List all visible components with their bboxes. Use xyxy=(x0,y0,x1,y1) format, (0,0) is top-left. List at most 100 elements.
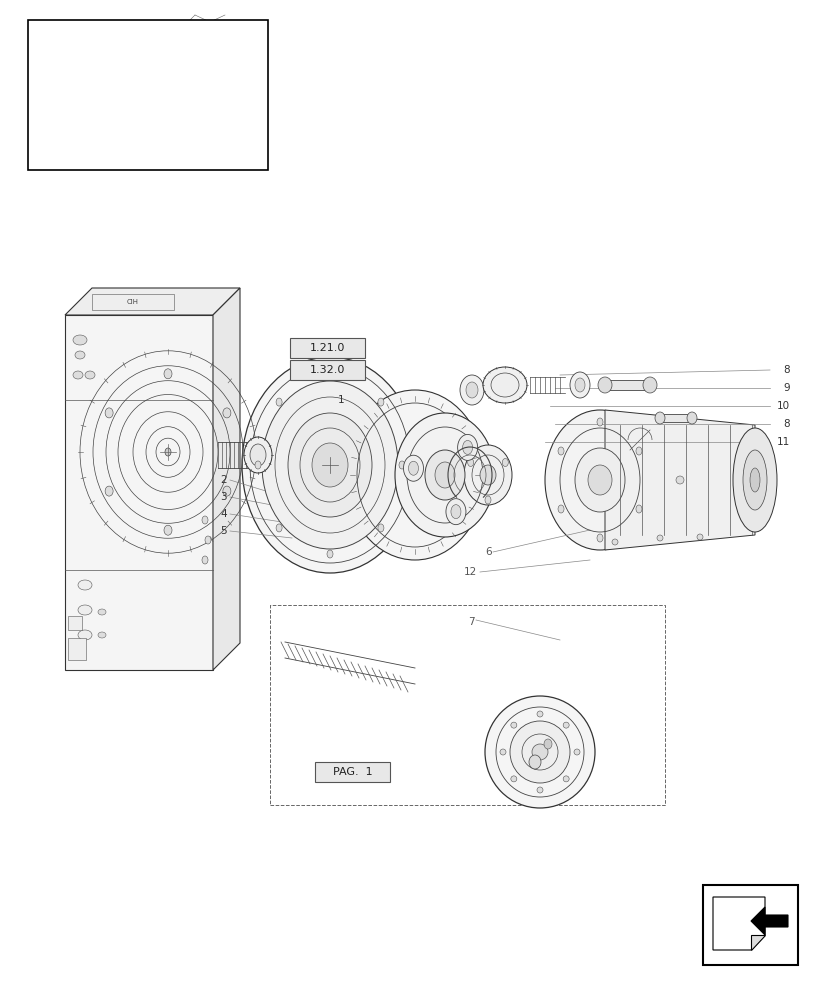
Ellipse shape xyxy=(732,428,776,532)
Ellipse shape xyxy=(611,539,617,545)
Text: PAG.  1: PAG. 1 xyxy=(332,767,372,777)
Ellipse shape xyxy=(537,787,543,793)
Ellipse shape xyxy=(675,476,683,484)
Polygon shape xyxy=(213,288,240,670)
Ellipse shape xyxy=(574,448,624,512)
Ellipse shape xyxy=(202,516,208,524)
Polygon shape xyxy=(140,42,200,152)
Ellipse shape xyxy=(446,499,466,525)
Ellipse shape xyxy=(73,371,83,379)
Ellipse shape xyxy=(62,157,68,163)
Text: 8: 8 xyxy=(782,419,789,429)
Ellipse shape xyxy=(643,377,656,393)
Ellipse shape xyxy=(78,630,92,640)
Ellipse shape xyxy=(377,398,384,406)
Ellipse shape xyxy=(75,351,85,359)
Ellipse shape xyxy=(635,447,641,455)
Bar xyxy=(314,762,390,782)
Ellipse shape xyxy=(587,465,611,495)
Ellipse shape xyxy=(467,458,473,466)
Ellipse shape xyxy=(49,47,61,57)
Ellipse shape xyxy=(596,418,602,426)
Ellipse shape xyxy=(537,711,543,717)
Ellipse shape xyxy=(562,722,568,728)
Bar xyxy=(289,360,365,380)
Ellipse shape xyxy=(399,461,404,469)
Ellipse shape xyxy=(345,390,485,560)
Ellipse shape xyxy=(244,437,272,473)
Ellipse shape xyxy=(408,461,418,475)
Ellipse shape xyxy=(656,535,662,541)
Ellipse shape xyxy=(312,443,347,487)
Bar xyxy=(195,92,242,105)
Text: 6: 6 xyxy=(485,547,491,557)
Ellipse shape xyxy=(70,46,80,54)
Ellipse shape xyxy=(509,721,569,783)
Ellipse shape xyxy=(78,580,92,590)
Ellipse shape xyxy=(222,486,231,496)
Ellipse shape xyxy=(85,371,95,379)
Polygon shape xyxy=(65,288,240,315)
Ellipse shape xyxy=(45,151,55,159)
Ellipse shape xyxy=(327,550,332,558)
Ellipse shape xyxy=(275,398,282,406)
Ellipse shape xyxy=(241,357,418,573)
Ellipse shape xyxy=(462,440,472,454)
Ellipse shape xyxy=(275,524,282,532)
Ellipse shape xyxy=(485,496,490,504)
Ellipse shape xyxy=(377,524,384,532)
Bar xyxy=(605,380,649,390)
Bar xyxy=(28,20,268,170)
Ellipse shape xyxy=(596,534,602,542)
Ellipse shape xyxy=(98,609,106,615)
Bar xyxy=(92,294,174,310)
Ellipse shape xyxy=(569,372,590,398)
Text: 1: 1 xyxy=(337,395,344,405)
Ellipse shape xyxy=(255,461,261,469)
Ellipse shape xyxy=(532,744,547,760)
Bar xyxy=(659,414,691,422)
Ellipse shape xyxy=(327,372,332,380)
Ellipse shape xyxy=(510,776,516,782)
Ellipse shape xyxy=(164,369,172,379)
Text: 1.32.0: 1.32.0 xyxy=(309,365,345,375)
Ellipse shape xyxy=(510,722,516,728)
Text: CIH: CIH xyxy=(127,299,139,305)
Ellipse shape xyxy=(543,739,552,749)
Ellipse shape xyxy=(635,505,641,513)
Polygon shape xyxy=(750,907,787,935)
Ellipse shape xyxy=(288,413,371,517)
Polygon shape xyxy=(38,32,140,162)
Ellipse shape xyxy=(482,367,526,403)
Text: 5: 5 xyxy=(220,526,227,536)
Text: 9: 9 xyxy=(782,383,789,393)
Ellipse shape xyxy=(654,412,664,424)
Ellipse shape xyxy=(686,412,696,424)
Text: 2: 2 xyxy=(220,475,227,485)
Ellipse shape xyxy=(434,462,455,488)
Ellipse shape xyxy=(463,445,511,505)
Ellipse shape xyxy=(597,377,611,393)
Ellipse shape xyxy=(73,335,87,345)
Ellipse shape xyxy=(544,410,654,550)
Ellipse shape xyxy=(490,373,519,397)
Ellipse shape xyxy=(205,536,211,544)
Text: 12: 12 xyxy=(463,567,476,577)
Polygon shape xyxy=(605,410,754,550)
Ellipse shape xyxy=(261,381,398,549)
Text: 11: 11 xyxy=(776,437,789,447)
Ellipse shape xyxy=(424,450,465,500)
Text: 7: 7 xyxy=(467,617,474,627)
Ellipse shape xyxy=(165,448,171,456)
Ellipse shape xyxy=(451,505,461,519)
Ellipse shape xyxy=(485,696,595,808)
Polygon shape xyxy=(750,935,764,950)
Text: 1.21.0: 1.21.0 xyxy=(309,343,345,353)
Ellipse shape xyxy=(574,378,585,392)
Ellipse shape xyxy=(557,505,563,513)
Ellipse shape xyxy=(696,534,702,540)
Ellipse shape xyxy=(557,447,563,455)
Ellipse shape xyxy=(500,749,505,755)
Bar xyxy=(702,885,797,965)
Ellipse shape xyxy=(742,450,766,510)
